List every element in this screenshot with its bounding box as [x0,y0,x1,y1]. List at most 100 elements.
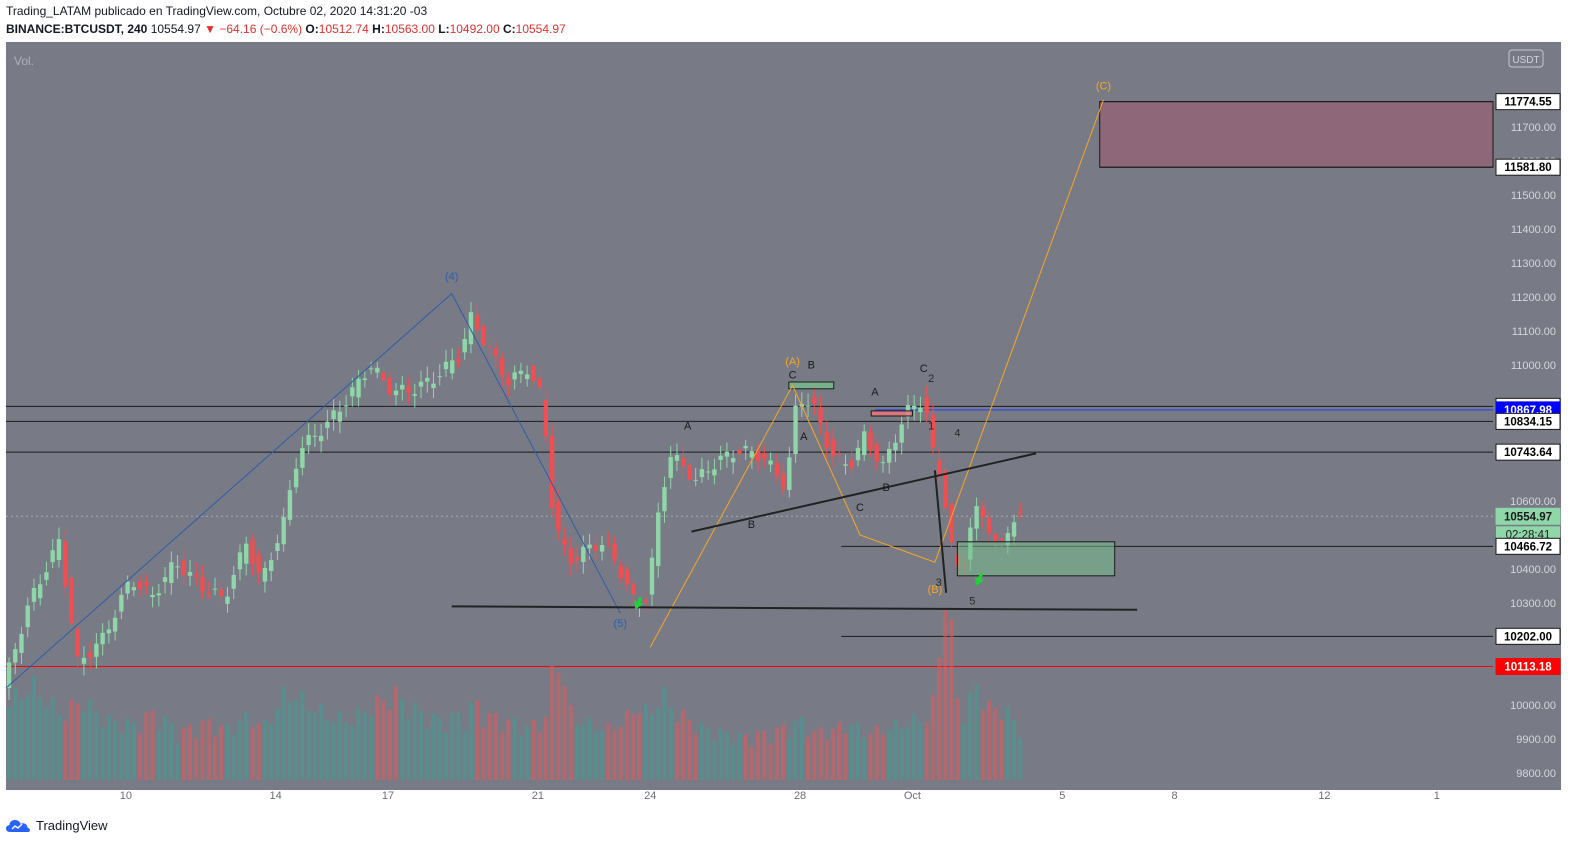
volume-bar [119,733,124,780]
price-chart[interactable]: Vol. USDT (4)(5)(A)(C)(B)ABCBACABC21435 … [0,42,1572,810]
candle-body [137,581,143,590]
candle-body [244,543,249,564]
wave-label: 3 [936,577,942,589]
volume-bar [987,700,992,780]
candle-body [400,384,405,390]
candle-body [406,386,411,393]
target-zone [788,381,835,390]
candle-body [631,583,636,595]
candle-body [437,376,442,378]
volume-bar [1012,720,1017,780]
candle-body [156,593,162,596]
candle-body [293,468,299,488]
volume-bar [962,723,967,780]
candle-body [768,460,773,465]
candle-body [787,457,792,491]
candle-body [325,421,330,428]
candle-body [425,377,430,382]
x-tick-label: 5 [1059,790,1065,802]
wave-label: 4 [954,427,960,439]
candle-body [593,544,599,552]
candle-body [681,457,686,467]
volume-bar [468,702,473,780]
volume-bar [674,722,679,780]
chart-background [6,42,1561,809]
volume-bar [200,720,205,780]
volume-bar [556,673,561,780]
volume-bar [106,714,111,780]
trend-line [451,605,1138,611]
candle-body [793,405,798,454]
volume-bar [225,723,230,780]
volume-bar [131,722,136,780]
tradingview-brand[interactable]: TradingView [6,818,108,833]
volume-bar [787,738,792,780]
volume-bar [500,732,505,780]
candle-body [581,546,586,562]
volume-bar [312,712,317,780]
volume-bar [600,730,605,780]
candle-body [874,444,879,462]
volume-label: Vol. [14,54,34,68]
volume-bar [793,720,798,780]
currency-badge[interactable]: USDT [1508,49,1544,68]
volume-bar [431,713,436,780]
candle-body [119,594,124,612]
candle-body [187,572,193,576]
x-tick-label: 8 [1172,790,1178,802]
price-label-box [1495,412,1561,430]
x-tick-label: Oct [904,790,921,802]
close-label: C: [502,22,516,36]
volume-bar [980,710,985,780]
candle-body [805,405,811,407]
candle-body [281,517,286,545]
candle-body [474,314,480,330]
candle-body [712,469,717,476]
candle-body [318,435,324,442]
volume-bar [100,727,105,780]
volume-bar [768,743,773,780]
volume-bar [269,724,274,780]
volume-bar [81,712,86,780]
candle-body [350,387,355,397]
candle-body [162,577,168,582]
candle-body [144,581,149,586]
candle-body [487,346,492,348]
price-label: 10554.97 [1504,511,1552,523]
candle-body [843,464,848,466]
candle-body [749,451,755,458]
volume-bar [125,718,130,780]
candle-body [880,462,886,464]
high-value: 10563.00 [384,22,435,36]
wave-label: B [808,359,815,371]
buy-arrow-icon [975,573,985,586]
candle-body [31,587,37,602]
candle-body [262,567,268,582]
candle-body [69,577,74,624]
volume-bar [88,698,93,780]
open-value: 10512.74 [318,22,369,36]
symbol-name: BINANCE:BTCUSDT, 240 [6,22,148,36]
volume-bar [618,726,623,780]
volume-bar [56,715,61,780]
volume-bar [531,720,536,780]
candle-body [44,572,49,580]
volume-bar [525,724,530,780]
candle-body [668,457,673,478]
volume-bar [250,727,255,780]
volume-bar [237,720,242,780]
candle-body [356,378,361,398]
volume-bar [868,733,873,780]
candle-body [755,449,761,462]
candle-body [368,368,374,370]
candle-body [387,377,392,395]
candle-body [81,657,87,664]
price-label-box [1495,158,1561,176]
volume-bar [949,618,954,780]
volume-bar [880,734,885,780]
x-tick-label: 12 [1318,790,1330,802]
candle-body [62,541,68,587]
candle-body [656,512,661,567]
price-label-box [1495,658,1561,676]
volume-bar [319,703,324,780]
